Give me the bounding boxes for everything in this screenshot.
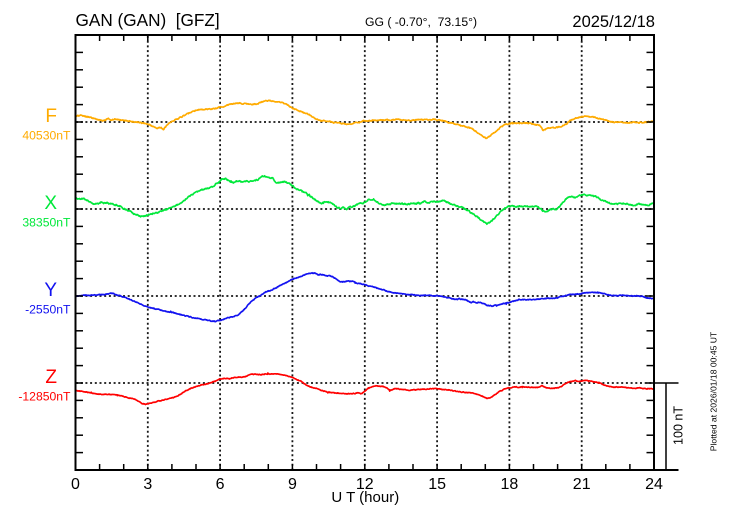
svg-text:0: 0 [71, 476, 80, 493]
svg-text:Y: Y [44, 280, 57, 301]
svg-text:F: F [45, 106, 57, 127]
svg-text:Plotted at 2026/01/18 00:45 UT: Plotted at 2026/01/18 00:45 UT [709, 331, 719, 451]
svg-text:12: 12 [356, 476, 374, 493]
svg-text:-2550nT: -2550nT [25, 303, 71, 317]
svg-text:3: 3 [143, 476, 152, 493]
svg-text:Z: Z [45, 367, 57, 388]
svg-text:40530nT: 40530nT [22, 129, 71, 143]
svg-text:9: 9 [288, 476, 297, 493]
svg-text:18: 18 [501, 476, 519, 493]
svg-text:100 nT: 100 nT [671, 406, 685, 445]
svg-text:38350nT: 38350nT [22, 216, 71, 230]
svg-text:6: 6 [216, 476, 225, 493]
svg-text:U T (hour): U T (hour) [331, 489, 399, 506]
svg-text:2025/12/18: 2025/12/18 [572, 13, 655, 31]
svg-text:-12850nT: -12850nT [18, 390, 71, 404]
svg-text:GAN (GAN) [GFZ]: GAN (GAN) [GFZ] [76, 10, 220, 30]
svg-text:15: 15 [428, 476, 446, 493]
svg-text:X: X [44, 193, 57, 214]
svg-text:24: 24 [645, 476, 663, 493]
svg-text:GG ( -0.70°, 73.15°): GG ( -0.70°, 73.15°) [365, 15, 477, 29]
svg-text:21: 21 [573, 476, 591, 493]
